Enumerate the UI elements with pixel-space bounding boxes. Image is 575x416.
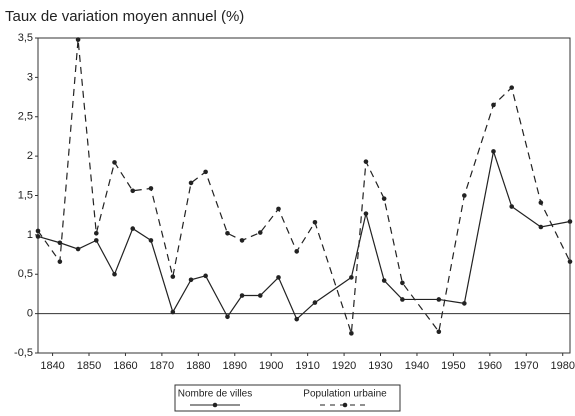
series-point (276, 275, 281, 280)
y-tick-label: 3 (27, 71, 33, 83)
series-point (112, 160, 117, 165)
series-point (349, 331, 354, 336)
series-line (37, 149, 571, 321)
y-tick-label: 2,5 (18, 111, 33, 123)
series-point (381, 278, 387, 283)
series-point (436, 329, 442, 335)
series-point (130, 188, 136, 194)
y-tick-label: 3,5 (18, 32, 33, 44)
series-point (239, 238, 245, 243)
series-point (239, 293, 245, 298)
series-point (257, 293, 263, 298)
x-tick-label: 1980 (550, 360, 574, 372)
series-point (363, 211, 369, 216)
x-tick-label: 1850 (77, 360, 101, 372)
series-point (57, 259, 63, 264)
chart-title: Taux de variation moyen annuel (%) (5, 8, 244, 25)
x-tick-label: 1930 (368, 360, 392, 372)
series-point (94, 238, 99, 243)
x-tick-label: 1920 (332, 360, 356, 372)
x-tick-label: 1910 (295, 360, 319, 372)
series-point (188, 277, 194, 283)
series-point (35, 228, 41, 234)
x-tick-label: 1970 (514, 360, 538, 372)
series-point (94, 231, 99, 236)
series-point (509, 85, 514, 90)
series-point (112, 271, 117, 277)
series-point (203, 169, 208, 175)
series-point (75, 246, 81, 252)
series-point (57, 240, 63, 246)
series-point (312, 219, 318, 225)
y-tick-label: 0 (27, 308, 33, 320)
x-tick-label: 1950 (441, 360, 465, 372)
legend-box (174, 384, 401, 412)
series-point (381, 196, 387, 201)
series-point (148, 238, 154, 243)
y-tick-label: 2 (27, 150, 33, 162)
series-point (436, 297, 442, 302)
series-point (294, 249, 300, 254)
x-tick-label: 1840 (40, 360, 64, 372)
series-point (75, 37, 81, 42)
y-tick-label: 1 (27, 229, 33, 241)
series-point (148, 186, 154, 191)
series-point (538, 224, 544, 230)
legend-label: Population urbaine (303, 389, 387, 400)
y-tick-label: 1,5 (18, 189, 33, 201)
series-point (400, 280, 405, 286)
series-point (130, 226, 136, 231)
series-point (567, 259, 573, 264)
x-tick-label: 1860 (113, 360, 137, 372)
series-point (225, 231, 230, 236)
series-point (257, 230, 263, 235)
series-point (349, 275, 354, 280)
series-point (400, 297, 405, 302)
y-tick-label: -0,5 (14, 347, 33, 359)
series-point (538, 200, 544, 205)
series-point (491, 102, 496, 108)
series-point (509, 204, 514, 209)
x-tick-label: 1870 (150, 360, 174, 372)
series-point (35, 234, 41, 239)
series-point (188, 180, 194, 186)
series-point (276, 206, 281, 212)
series-point (462, 301, 467, 306)
y-tick-label: 0,5 (18, 268, 33, 280)
series-point (363, 159, 369, 164)
series-point (294, 316, 300, 322)
series-line (37, 39, 571, 334)
series-point (225, 314, 230, 320)
legend-marker (342, 402, 348, 408)
x-tick-label: 1880 (186, 360, 210, 372)
series-point (462, 193, 467, 198)
x-tick-label: 1890 (223, 360, 247, 372)
series-point (170, 309, 176, 315)
series-point (170, 274, 176, 279)
legend-marker (212, 402, 218, 408)
x-tick-label: 1960 (478, 360, 502, 372)
legend-label: Nombre de villes (178, 389, 252, 400)
plot-frame (37, 37, 571, 354)
x-tick-label: 1900 (259, 360, 283, 372)
series-point (203, 273, 208, 279)
x-tick-label: 1940 (405, 360, 429, 372)
series-point (312, 300, 318, 305)
series-point (567, 219, 573, 224)
series-point (491, 149, 496, 154)
